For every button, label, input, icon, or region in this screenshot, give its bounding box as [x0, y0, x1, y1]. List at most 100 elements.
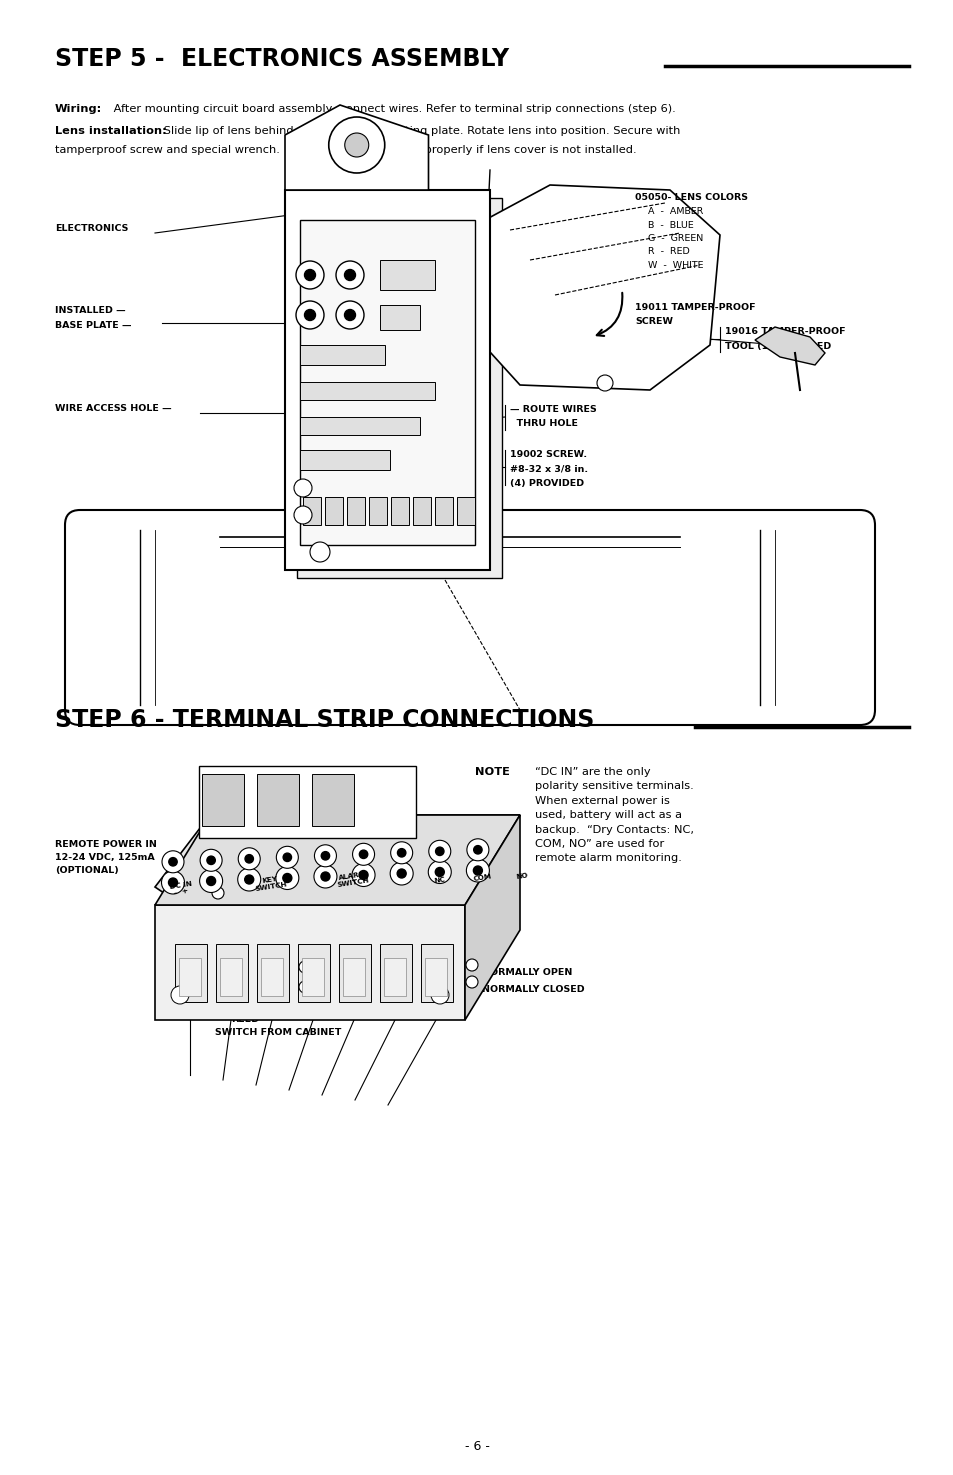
Circle shape	[298, 981, 311, 993]
Circle shape	[344, 270, 355, 280]
Bar	[347, 497, 365, 525]
Circle shape	[294, 506, 312, 524]
Bar	[420, 944, 453, 1002]
Circle shape	[466, 839, 488, 861]
FancyBboxPatch shape	[285, 190, 490, 569]
Bar	[220, 957, 242, 996]
Bar	[338, 944, 371, 1002]
Text: NORMALLY OPEN: NORMALLY OPEN	[481, 968, 572, 976]
Bar	[299, 345, 385, 364]
Text: BY: BY	[335, 1003, 348, 1012]
Circle shape	[473, 866, 482, 875]
Text: DRY CONTACTS: DRY CONTACTS	[359, 993, 441, 1002]
Text: KEY
SWITCH: KEY SWITCH	[253, 875, 287, 892]
Circle shape	[465, 976, 477, 988]
Polygon shape	[154, 906, 464, 1021]
Bar	[456, 497, 475, 525]
Text: 05050- LENS COLORS: 05050- LENS COLORS	[635, 193, 747, 202]
Text: — ROUTE WIRES: — ROUTE WIRES	[510, 406, 597, 414]
Circle shape	[344, 310, 355, 320]
Circle shape	[329, 117, 384, 173]
Polygon shape	[285, 105, 428, 190]
Circle shape	[465, 959, 477, 971]
Text: A  -  AMBER: A - AMBER	[647, 207, 702, 215]
Text: COM: COM	[472, 873, 492, 882]
Text: CONTROL TO: CONTROL TO	[162, 943, 231, 951]
Circle shape	[431, 985, 449, 1004]
Circle shape	[428, 860, 451, 884]
Text: STEP 5 -  ELECTRONICS ASSEMBLY: STEP 5 - ELECTRONICS ASSEMBLY	[55, 47, 509, 71]
Circle shape	[207, 855, 215, 864]
Circle shape	[352, 863, 375, 886]
Circle shape	[237, 867, 260, 891]
Circle shape	[436, 847, 443, 856]
Bar	[413, 497, 431, 525]
Circle shape	[314, 864, 336, 888]
Circle shape	[390, 861, 413, 885]
Text: (4) PROVIDED: (4) PROVIDED	[510, 479, 583, 488]
Text: 19002 SCREW.: 19002 SCREW.	[510, 450, 586, 459]
Text: REMOTE POWER IN: REMOTE POWER IN	[55, 839, 156, 850]
Polygon shape	[154, 816, 519, 901]
Bar	[174, 944, 207, 1002]
Circle shape	[359, 850, 367, 858]
Bar	[325, 497, 343, 525]
Text: 12-24 VDC, 125mA: 12-24 VDC, 125mA	[55, 853, 154, 861]
Circle shape	[321, 851, 330, 860]
Text: Slide lip of lens behind circuit board mounting plate. Rotate lens into position: Slide lip of lens behind circuit board m…	[160, 127, 679, 136]
Bar	[302, 957, 324, 996]
Bar	[379, 944, 412, 1002]
Text: ALARM
SWITCH: ALARM SWITCH	[335, 870, 370, 888]
Circle shape	[245, 875, 253, 884]
Bar	[312, 774, 354, 826]
Circle shape	[212, 886, 224, 898]
Circle shape	[344, 133, 369, 156]
Text: G  -  GREEN: G - GREEN	[647, 235, 702, 243]
Polygon shape	[199, 766, 416, 838]
Circle shape	[245, 854, 253, 863]
Text: “DC IN” are the only
polarity sensitive terminals.
When external power is
used, : “DC IN” are the only polarity sensitive …	[535, 767, 693, 863]
Circle shape	[435, 867, 444, 876]
Text: W  -  WHITE: W - WHITE	[647, 261, 702, 270]
Circle shape	[304, 270, 315, 280]
Text: COM: COM	[410, 979, 435, 990]
Circle shape	[207, 876, 215, 885]
Bar	[215, 944, 248, 1002]
Circle shape	[396, 869, 406, 878]
Text: ELECTRONICS: ELECTRONICS	[55, 224, 129, 233]
Text: SCREW: SCREW	[635, 317, 672, 326]
Bar	[179, 957, 201, 996]
Circle shape	[358, 870, 368, 879]
Circle shape	[282, 873, 292, 882]
FancyBboxPatch shape	[296, 198, 501, 578]
Polygon shape	[154, 816, 519, 906]
Text: After mounting circuit board assembly, connect wires. Refer to terminal strip co: After mounting circuit board assembly, c…	[110, 105, 675, 114]
Text: ON: ON	[227, 898, 243, 907]
Text: NC: NC	[434, 876, 446, 884]
Circle shape	[162, 851, 184, 873]
Circle shape	[171, 985, 189, 1004]
FancyArrowPatch shape	[597, 292, 621, 336]
Text: STEP 6 - TERMINAL STRIP CONNECTIONS: STEP 6 - TERMINAL STRIP CONNECTIONS	[55, 708, 594, 732]
Bar	[391, 497, 409, 525]
Circle shape	[275, 866, 298, 889]
Bar	[256, 774, 298, 826]
Bar	[369, 497, 387, 525]
Circle shape	[276, 847, 298, 869]
Polygon shape	[464, 816, 519, 1021]
Bar	[261, 957, 283, 996]
Text: INSTALLED —: INSTALLED —	[55, 305, 126, 316]
Bar	[343, 957, 365, 996]
Circle shape	[597, 375, 613, 391]
Bar	[201, 774, 244, 826]
Circle shape	[314, 845, 336, 867]
Circle shape	[474, 845, 481, 854]
Text: KEY SWITCH: KEY SWITCH	[162, 956, 228, 965]
Text: WIRE ACCESS HOLE —: WIRE ACCESS HOLE —	[55, 404, 172, 413]
Circle shape	[169, 857, 177, 866]
Text: TOOL (1) PROVIDED: TOOL (1) PROVIDED	[724, 342, 830, 351]
Text: tamperproof screw and special wrench.  ⚠  Unit will not operate properly if lens: tamperproof screw and special wrench. ⚠ …	[55, 146, 636, 155]
Text: STAND: STAND	[314, 990, 350, 999]
Text: OFF: OFF	[178, 898, 199, 907]
Text: Wiring:: Wiring:	[55, 105, 102, 114]
